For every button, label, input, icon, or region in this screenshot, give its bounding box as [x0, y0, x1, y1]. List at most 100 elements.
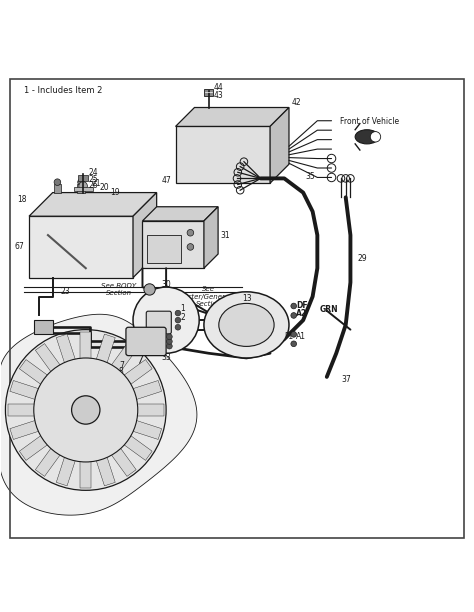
Text: 19: 19 [110, 188, 120, 197]
Text: 47: 47 [161, 176, 171, 185]
FancyBboxPatch shape [204, 89, 213, 95]
Polygon shape [95, 453, 115, 486]
Text: 43: 43 [213, 91, 223, 100]
Text: 23: 23 [60, 287, 70, 296]
Text: 33: 33 [161, 354, 171, 362]
Text: 44: 44 [213, 83, 223, 92]
Text: 29: 29 [357, 254, 367, 263]
Polygon shape [56, 334, 76, 366]
FancyBboxPatch shape [73, 187, 92, 191]
Polygon shape [80, 458, 91, 488]
Ellipse shape [355, 130, 379, 144]
Polygon shape [109, 343, 136, 375]
Text: F1: F1 [284, 332, 293, 341]
Polygon shape [36, 343, 62, 375]
Circle shape [187, 244, 194, 250]
Ellipse shape [370, 132, 381, 142]
Text: Front of Vehicle: Front of Vehicle [340, 117, 399, 126]
Polygon shape [270, 108, 289, 183]
Text: 26: 26 [89, 181, 99, 190]
Circle shape [78, 179, 84, 185]
Polygon shape [10, 419, 42, 439]
Polygon shape [80, 332, 91, 362]
Circle shape [133, 287, 199, 353]
Circle shape [54, 179, 61, 185]
Polygon shape [121, 433, 152, 460]
Circle shape [187, 230, 194, 236]
Text: 24: 24 [89, 168, 99, 177]
Polygon shape [134, 405, 164, 416]
Circle shape [166, 343, 172, 349]
Text: 7: 7 [119, 360, 124, 370]
Circle shape [166, 334, 172, 340]
FancyBboxPatch shape [147, 235, 181, 263]
Text: 9: 9 [119, 373, 124, 382]
Text: 1: 1 [180, 304, 185, 313]
Text: 2: 2 [180, 313, 185, 323]
Polygon shape [19, 433, 50, 460]
Polygon shape [95, 334, 115, 366]
Circle shape [72, 396, 100, 424]
Polygon shape [0, 314, 197, 515]
Polygon shape [56, 453, 76, 486]
Polygon shape [204, 207, 218, 268]
Circle shape [144, 284, 155, 295]
Text: DF: DF [296, 300, 308, 310]
Text: 13: 13 [242, 294, 251, 304]
Text: 30: 30 [161, 280, 171, 289]
Polygon shape [29, 216, 133, 278]
Polygon shape [129, 381, 162, 401]
Polygon shape [121, 360, 152, 386]
Text: A1: A1 [296, 332, 306, 341]
FancyBboxPatch shape [54, 184, 61, 193]
Polygon shape [19, 360, 50, 386]
Circle shape [291, 332, 297, 337]
FancyBboxPatch shape [77, 184, 85, 193]
FancyBboxPatch shape [146, 311, 171, 334]
Text: See BODY
Section: See BODY Section [101, 283, 137, 296]
Text: 37: 37 [341, 375, 351, 384]
Polygon shape [175, 127, 270, 183]
Polygon shape [143, 221, 204, 268]
Circle shape [79, 182, 87, 190]
Polygon shape [129, 419, 162, 439]
Text: A2: A2 [296, 309, 307, 318]
Circle shape [175, 324, 181, 330]
Text: 31: 31 [220, 231, 230, 240]
Polygon shape [175, 108, 289, 127]
FancyBboxPatch shape [34, 320, 53, 334]
Circle shape [291, 303, 297, 309]
Text: 18: 18 [17, 195, 27, 204]
Circle shape [175, 310, 181, 316]
Polygon shape [133, 193, 156, 278]
FancyBboxPatch shape [78, 175, 88, 181]
Circle shape [291, 313, 297, 318]
Polygon shape [8, 405, 38, 416]
FancyBboxPatch shape [126, 327, 166, 356]
Text: 25: 25 [89, 175, 99, 184]
Text: 14: 14 [182, 335, 192, 343]
Polygon shape [10, 381, 42, 401]
Text: 42: 42 [292, 99, 301, 107]
Polygon shape [36, 446, 62, 476]
Ellipse shape [204, 292, 289, 358]
Polygon shape [109, 446, 136, 476]
Text: 6: 6 [138, 327, 143, 337]
Circle shape [175, 318, 181, 323]
Circle shape [34, 358, 138, 462]
Circle shape [291, 341, 297, 346]
Text: 21: 21 [91, 179, 101, 188]
Text: See
Starter/Generator
Section: See Starter/Generator Section [178, 286, 240, 307]
Text: 67: 67 [15, 242, 25, 252]
Text: 1 - Includes Item 2: 1 - Includes Item 2 [24, 86, 103, 95]
Polygon shape [29, 193, 156, 216]
Text: 8: 8 [119, 367, 124, 376]
Polygon shape [143, 207, 218, 221]
Text: 32: 32 [161, 286, 171, 296]
Text: GRN: GRN [319, 305, 338, 314]
Text: 20: 20 [100, 184, 109, 192]
Ellipse shape [219, 304, 274, 346]
Circle shape [166, 338, 172, 345]
Circle shape [5, 330, 166, 490]
Text: 35: 35 [306, 171, 315, 181]
